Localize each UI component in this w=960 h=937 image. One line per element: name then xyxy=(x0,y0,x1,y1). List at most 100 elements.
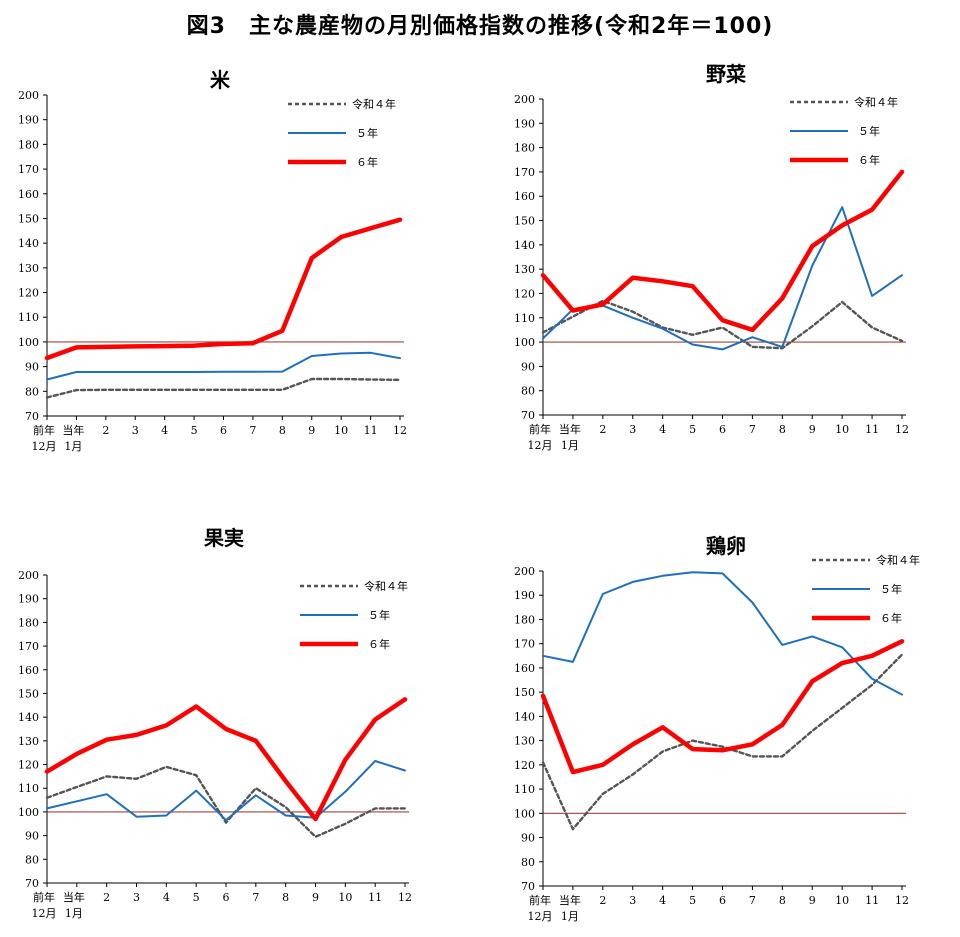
y-tick-label: 160 xyxy=(18,188,39,201)
y-tick-label: 200 xyxy=(18,569,39,582)
x-tick-label: 5 xyxy=(689,894,696,907)
x-tick-label: 1月 xyxy=(561,439,579,452)
legend-label-r4: 令和４年 xyxy=(364,579,408,593)
x-tick-label: 6 xyxy=(220,424,227,437)
x-tick-label: 12 xyxy=(895,423,909,436)
x-tick-label: 10 xyxy=(835,423,849,436)
x-tick-label: 4 xyxy=(161,424,168,437)
legend-label-r4: 令和４年 xyxy=(854,95,898,109)
y-tick-label: 130 xyxy=(514,263,535,276)
y-tick-label: 70 xyxy=(25,877,39,890)
x-tick-label: 5 xyxy=(689,423,696,436)
series-line-r6 xyxy=(540,639,905,775)
y-tick-label: 190 xyxy=(514,117,535,130)
x-tick-label: 前年 xyxy=(529,422,551,436)
x-tick-label: 5 xyxy=(193,891,200,904)
y-tick-label: 110 xyxy=(18,311,39,324)
legend-label-r5: ５年 xyxy=(368,608,390,622)
y-tick-label: 120 xyxy=(18,759,39,772)
legend: 令和４年 ５年 ６年 xyxy=(812,553,920,625)
series-line-r6 xyxy=(540,169,905,333)
y-tick-label: 100 xyxy=(18,336,39,349)
y-tick-label: 120 xyxy=(514,759,535,772)
x-tick-label: 10 xyxy=(338,891,352,904)
x-tick-label: 当年 xyxy=(559,893,581,907)
chart-vegetables: 70 80 90 100 110 120 130 140 150 160 170 180 190 200 前… xyxy=(514,93,909,452)
legend-label-r4: 令和４年 xyxy=(352,97,396,111)
x-tick-label: 11 xyxy=(865,423,879,436)
y-tick-label: 90 xyxy=(25,830,39,843)
y-tick-label: 140 xyxy=(514,710,535,723)
x-tick-label: 6 xyxy=(223,891,230,904)
x-tick-label: 4 xyxy=(659,423,666,436)
y-tick-label: 200 xyxy=(514,565,535,578)
legend-label-r6: ６年 xyxy=(368,637,390,651)
series-line-r6 xyxy=(44,217,403,361)
x-tick-label: 12月 xyxy=(32,440,57,453)
y-tick-label: 160 xyxy=(18,664,39,677)
y-tick-label: 190 xyxy=(18,593,39,606)
x-tick-label: 1月 xyxy=(561,910,579,923)
y-tick-label: 170 xyxy=(514,166,535,179)
series-line-r5 xyxy=(542,571,903,696)
x-tick-label: 12月 xyxy=(32,907,57,920)
legend-label-r5: ５年 xyxy=(356,126,378,140)
y-tick-label: 80 xyxy=(521,385,535,398)
series-line-r5 xyxy=(46,351,401,381)
x-tick-label: 8 xyxy=(279,424,286,437)
y-tick-label: 190 xyxy=(514,589,535,602)
x-tick-label: 1月 xyxy=(65,907,83,920)
x-tick-label: 12 xyxy=(398,891,412,904)
x-tick-label: 4 xyxy=(163,891,170,904)
x-tick-label: 2 xyxy=(102,424,109,437)
y-tick-label: 70 xyxy=(25,410,39,423)
legend: 令和４年 ５年 ６年 xyxy=(288,97,396,169)
y-tick-label: 190 xyxy=(18,114,39,127)
y-tick-label: 110 xyxy=(514,783,535,796)
y-tick-label: 140 xyxy=(514,239,535,252)
x-tick-label: 12月 xyxy=(528,439,553,452)
legend-label-r6: ６年 xyxy=(356,155,378,169)
x-tick-label: 7 xyxy=(249,424,256,437)
y-tick-label: 200 xyxy=(514,93,535,106)
x-tick-label: 6 xyxy=(719,894,726,907)
legend-label-r5: ５年 xyxy=(858,124,880,138)
y-tick-label: 90 xyxy=(25,361,39,374)
chart-title-fruits: 果実 xyxy=(204,526,244,550)
series-line-r6 xyxy=(44,697,408,822)
y-tick-label: 140 xyxy=(18,237,39,250)
x-tick-label: 3 xyxy=(133,891,140,904)
x-tick-label: 10 xyxy=(835,894,849,907)
x-tick-label: 8 xyxy=(779,423,786,436)
series-line-r4 xyxy=(45,765,407,838)
x-tick-label: 2 xyxy=(103,891,110,904)
y-tick-label: 80 xyxy=(521,856,535,869)
x-tick-label: 12 xyxy=(393,424,407,437)
y-tick-label: 140 xyxy=(18,711,39,724)
x-tick-label: 9 xyxy=(809,894,816,907)
y-tick-label: 180 xyxy=(514,142,535,155)
legend-label-r6: ６年 xyxy=(880,611,902,625)
x-tick-label: 当年 xyxy=(63,890,85,904)
legend: 令和４年 ５年 ６年 xyxy=(790,95,898,167)
x-tick-label: 11 xyxy=(368,891,382,904)
chart-title-eggs: 鶏卵 xyxy=(706,534,746,558)
y-tick-label: 120 xyxy=(18,287,39,300)
series-line-r4 xyxy=(45,377,402,399)
y-tick-label: 110 xyxy=(514,312,535,325)
x-tick-label: 前年 xyxy=(33,890,55,904)
x-tick-label: 10 xyxy=(334,424,348,437)
y-tick-label: 100 xyxy=(514,336,535,349)
y-tick-label: 120 xyxy=(514,287,535,300)
legend-label-r5: ５年 xyxy=(880,582,902,596)
x-tick-label: 5 xyxy=(191,424,198,437)
legend-label-r4: 令和４年 xyxy=(876,553,920,567)
y-tick-label: 70 xyxy=(521,880,535,893)
x-tick-label: 7 xyxy=(749,423,756,436)
x-tick-label: 8 xyxy=(779,894,786,907)
y-tick-label: 180 xyxy=(18,138,39,151)
y-tick-label: 200 xyxy=(18,89,39,102)
y-tick-label: 150 xyxy=(514,686,535,699)
y-tick-label: 90 xyxy=(521,832,535,845)
